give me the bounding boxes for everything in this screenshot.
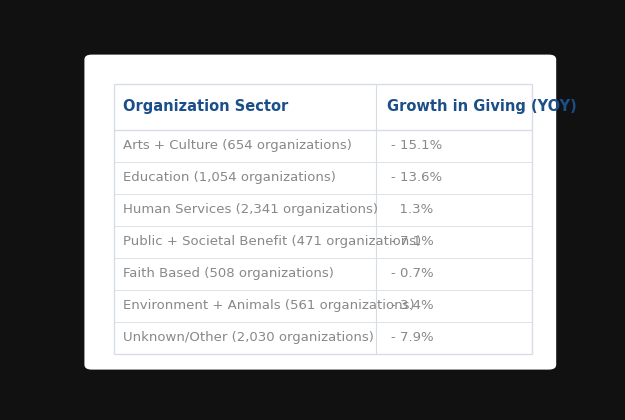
Text: Human Services (2,341 organizations): Human Services (2,341 organizations) bbox=[123, 203, 378, 216]
Text: - 7.1%: - 7.1% bbox=[391, 235, 433, 248]
Text: - 0.7%: - 0.7% bbox=[391, 267, 433, 280]
Text: Growth in Giving (YOY): Growth in Giving (YOY) bbox=[387, 100, 576, 115]
Text: Public + Societal Benefit (471 organizations): Public + Societal Benefit (471 organizat… bbox=[123, 235, 421, 248]
Text: Unknown/Other (2,030 organizations): Unknown/Other (2,030 organizations) bbox=[123, 331, 374, 344]
FancyBboxPatch shape bbox=[84, 55, 556, 370]
Text: - 3.4%: - 3.4% bbox=[391, 299, 433, 312]
Text: Organization Sector: Organization Sector bbox=[123, 100, 288, 115]
Text: - 13.6%: - 13.6% bbox=[391, 171, 442, 184]
Text: 1.3%: 1.3% bbox=[391, 203, 432, 216]
Text: Education (1,054 organizations): Education (1,054 organizations) bbox=[123, 171, 336, 184]
Text: - 15.1%: - 15.1% bbox=[391, 139, 442, 152]
Text: - 7.9%: - 7.9% bbox=[391, 331, 433, 344]
Text: Faith Based (508 organizations): Faith Based (508 organizations) bbox=[123, 267, 334, 280]
Text: Environment + Animals (561 organizations): Environment + Animals (561 organizations… bbox=[123, 299, 415, 312]
Text: Arts + Culture (654 organizations): Arts + Culture (654 organizations) bbox=[123, 139, 352, 152]
